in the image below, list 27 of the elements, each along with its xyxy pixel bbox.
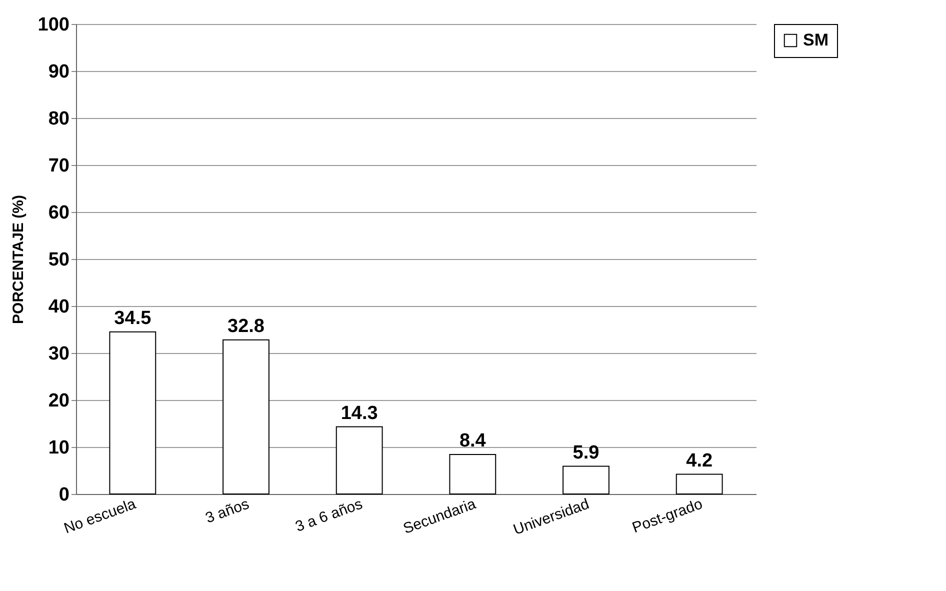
data-label: 5.9 <box>572 442 600 464</box>
y-tick-label: 90 <box>48 62 70 82</box>
data-label: 14.3 <box>340 402 378 424</box>
data-label: 4.2 <box>686 450 713 472</box>
bar <box>449 454 496 494</box>
bar <box>336 426 383 494</box>
x-tick-label: 3 a 6 años <box>293 496 365 536</box>
y-tick-label: 20 <box>48 390 70 412</box>
y-tick-label: 70 <box>48 156 70 176</box>
bar <box>562 466 610 494</box>
bar <box>676 474 723 494</box>
x-tick-label: 3 años <box>203 496 252 527</box>
data-label: 34.5 <box>114 308 152 329</box>
legend-label: SM <box>803 30 828 50</box>
y-tick-label: 30 <box>48 344 70 364</box>
y-tick-label: 0 <box>58 484 70 506</box>
data-label: 32.8 <box>228 316 264 337</box>
bar <box>109 331 156 494</box>
y-tick-label: 50 <box>48 250 70 270</box>
data-label: 8.4 <box>459 430 486 452</box>
y-tick-label: 10 <box>48 438 70 458</box>
y-tick-label: 60 <box>48 202 70 224</box>
y-tick-label: 40 <box>48 296 70 318</box>
y-axis-title: PORCENTAJE (%) <box>10 195 27 324</box>
y-tick-label: 100 <box>38 14 70 36</box>
bar <box>222 339 270 494</box>
y-tick-label: 80 <box>48 108 70 130</box>
